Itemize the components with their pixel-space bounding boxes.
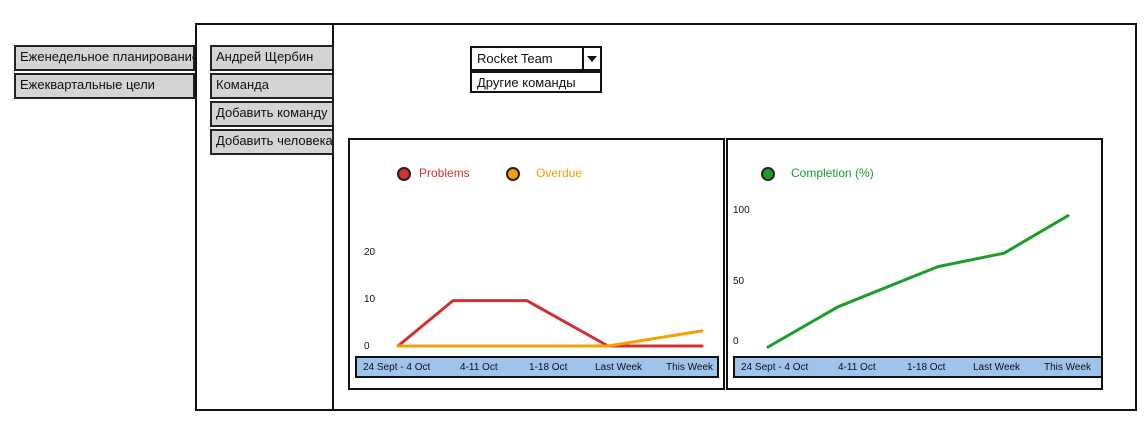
chart1-ytick-20: 20 xyxy=(364,247,376,258)
sub-nav-add-team[interactable]: Добавить команду xyxy=(210,101,334,127)
chart1-ytick-0: 0 xyxy=(364,341,370,352)
chart1-xtick-3: Last Week xyxy=(595,362,643,373)
sub-nav-team[interactable]: Команда xyxy=(210,73,334,99)
series-line-completion xyxy=(766,214,1070,349)
sub-nav-user[interactable]: Андрей Щербин xyxy=(210,45,334,71)
chart2-ytick-50: 50 xyxy=(733,276,745,287)
overdue-legend-dot xyxy=(506,167,520,181)
nav-weekly-planning[interactable]: Еженедельное планирование xyxy=(14,45,195,71)
problems-chart xyxy=(396,299,704,348)
frame-divider xyxy=(332,23,334,411)
nav-quarterly-goals[interactable]: Ежеквартальные цели xyxy=(14,73,195,99)
chart2-xtick-0: 24 Sept - 4 Oct xyxy=(741,362,809,373)
series-line-overdue xyxy=(396,329,704,348)
chart1-xtick-1: 4-11 Oct xyxy=(460,362,498,373)
completion-chart xyxy=(766,214,1070,349)
overdue-legend-label: Overdue xyxy=(536,166,583,180)
sub-nav-add-person[interactable]: Добавить человека xyxy=(210,129,334,155)
chart2-xtick-4: This Week xyxy=(1044,362,1092,373)
team-select-option[interactable]: Другие команды xyxy=(470,71,602,93)
chart2-xtick-1: 4-11 Oct xyxy=(838,362,876,373)
problems-chart-panel xyxy=(348,138,725,390)
problems-legend-label: Problems xyxy=(419,166,470,180)
problems-legend-dot xyxy=(397,167,411,181)
chart1-xtick-2: 1-18 Oct xyxy=(529,362,568,373)
chart2-ytick-0: 0 xyxy=(733,336,739,347)
team-select-value: Rocket Team xyxy=(477,51,553,66)
chart1-xtick-0: 24 Sept - 4 Oct xyxy=(363,362,431,373)
chart2-xtick-2: 1-18 Oct xyxy=(907,362,946,373)
chart2-x-axis: 24 Sept - 4 Oct 4-11 Oct 1-18 Oct Last W… xyxy=(733,356,1103,378)
team-select-arrow[interactable] xyxy=(582,48,600,69)
completion-legend-dot xyxy=(761,167,775,181)
chart2-ytick-100: 100 xyxy=(733,205,750,216)
completion-chart-panel xyxy=(726,138,1103,390)
completion-legend-label: Completion (%) xyxy=(791,166,874,180)
team-option-label: Другие команды xyxy=(477,75,576,90)
chart1-ytick-10: 10 xyxy=(364,294,376,305)
chart1-xtick-4: This Week xyxy=(666,362,714,373)
team-select[interactable]: Rocket Team xyxy=(470,46,602,71)
chart1-x-axis: 24 Sept - 4 Oct 4-11 Oct 1-18 Oct Last W… xyxy=(355,356,719,378)
chevron-down-icon xyxy=(587,56,597,62)
chart2-xtick-3: Last Week xyxy=(973,362,1021,373)
